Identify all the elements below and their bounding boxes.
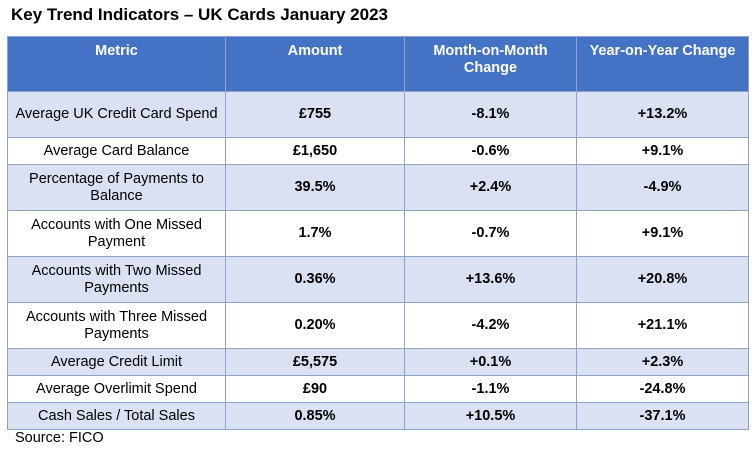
- yoy-change-cell: +13.2%: [576, 91, 749, 138]
- amount-cell: £755: [225, 91, 405, 138]
- table-row: Accounts with Three Missed Payments 0.20…: [7, 302, 749, 349]
- table-row: Cash Sales / Total Sales 0.85% +10.5% -3…: [7, 402, 749, 430]
- mom-change-cell: +2.4%: [404, 164, 577, 211]
- column-header-metric: Metric: [7, 36, 226, 92]
- amount-cell: £90: [225, 375, 405, 403]
- mom-change-cell: +0.1%: [404, 348, 577, 376]
- metric-cell: Accounts with Two Missed Payments: [7, 256, 226, 303]
- amount-cell: 0.85%: [225, 402, 405, 430]
- metric-cell: Average UK Credit Card Spend: [7, 91, 226, 138]
- yoy-change-cell: +2.3%: [576, 348, 749, 376]
- source-note: Source: FICO: [15, 430, 104, 446]
- key-trend-indicators-table: Metric Amount Month-on-Month Change Year…: [7, 36, 749, 430]
- amount-cell: £5,575: [225, 348, 405, 376]
- table-row: Average Card Balance £1,650 -0.6% +9.1%: [7, 137, 749, 165]
- yoy-change-cell: +9.1%: [576, 210, 749, 257]
- amount-cell: 39.5%: [225, 164, 405, 211]
- metric-cell: Percentage of Payments to Balance: [7, 164, 226, 211]
- table-row: Accounts with Two Missed Payments 0.36% …: [7, 256, 749, 303]
- metric-cell: Average Credit Limit: [7, 348, 226, 376]
- yoy-change-cell: +21.1%: [576, 302, 749, 349]
- mom-change-cell: +13.6%: [404, 256, 577, 303]
- column-header-yoy-change: Year-on-Year Change: [576, 36, 749, 92]
- mom-change-cell: -1.1%: [404, 375, 577, 403]
- mom-change-cell: +10.5%: [404, 402, 577, 430]
- yoy-change-cell: +9.1%: [576, 137, 749, 165]
- yoy-change-cell: -4.9%: [576, 164, 749, 211]
- table-row: Accounts with One Missed Payment 1.7% -0…: [7, 210, 749, 257]
- amount-cell: 0.36%: [225, 256, 405, 303]
- column-header-amount: Amount: [225, 36, 405, 92]
- header-row: Metric Amount Month-on-Month Change Year…: [7, 36, 749, 92]
- mom-change-cell: -0.6%: [404, 137, 577, 165]
- table-row: Average UK Credit Card Spend £755 -8.1% …: [7, 91, 749, 138]
- mom-change-cell: -4.2%: [404, 302, 577, 349]
- mom-change-cell: -0.7%: [404, 210, 577, 257]
- table-row: Average Credit Limit £5,575 +0.1% +2.3%: [7, 348, 749, 376]
- amount-cell: 0.20%: [225, 302, 405, 349]
- mom-change-cell: -8.1%: [404, 91, 577, 138]
- yoy-change-cell: -37.1%: [576, 402, 749, 430]
- yoy-change-cell: -24.8%: [576, 375, 749, 403]
- metric-cell: Cash Sales / Total Sales: [7, 402, 226, 430]
- table-row: Average Overlimit Spend £90 -1.1% -24.8%: [7, 375, 749, 403]
- amount-cell: 1.7%: [225, 210, 405, 257]
- table-title: Key Trend Indicators – UK Cards January …: [11, 5, 388, 24]
- column-header-mom-change: Month-on-Month Change: [404, 36, 577, 92]
- metric-cell: Average Card Balance: [7, 137, 226, 165]
- table-row: Percentage of Payments to Balance 39.5% …: [7, 164, 749, 211]
- yoy-change-cell: +20.8%: [576, 256, 749, 303]
- metric-cell: Average Overlimit Spend: [7, 375, 226, 403]
- metric-cell: Accounts with One Missed Payment: [7, 210, 226, 257]
- amount-cell: £1,650: [225, 137, 405, 165]
- metric-cell: Accounts with Three Missed Payments: [7, 302, 226, 349]
